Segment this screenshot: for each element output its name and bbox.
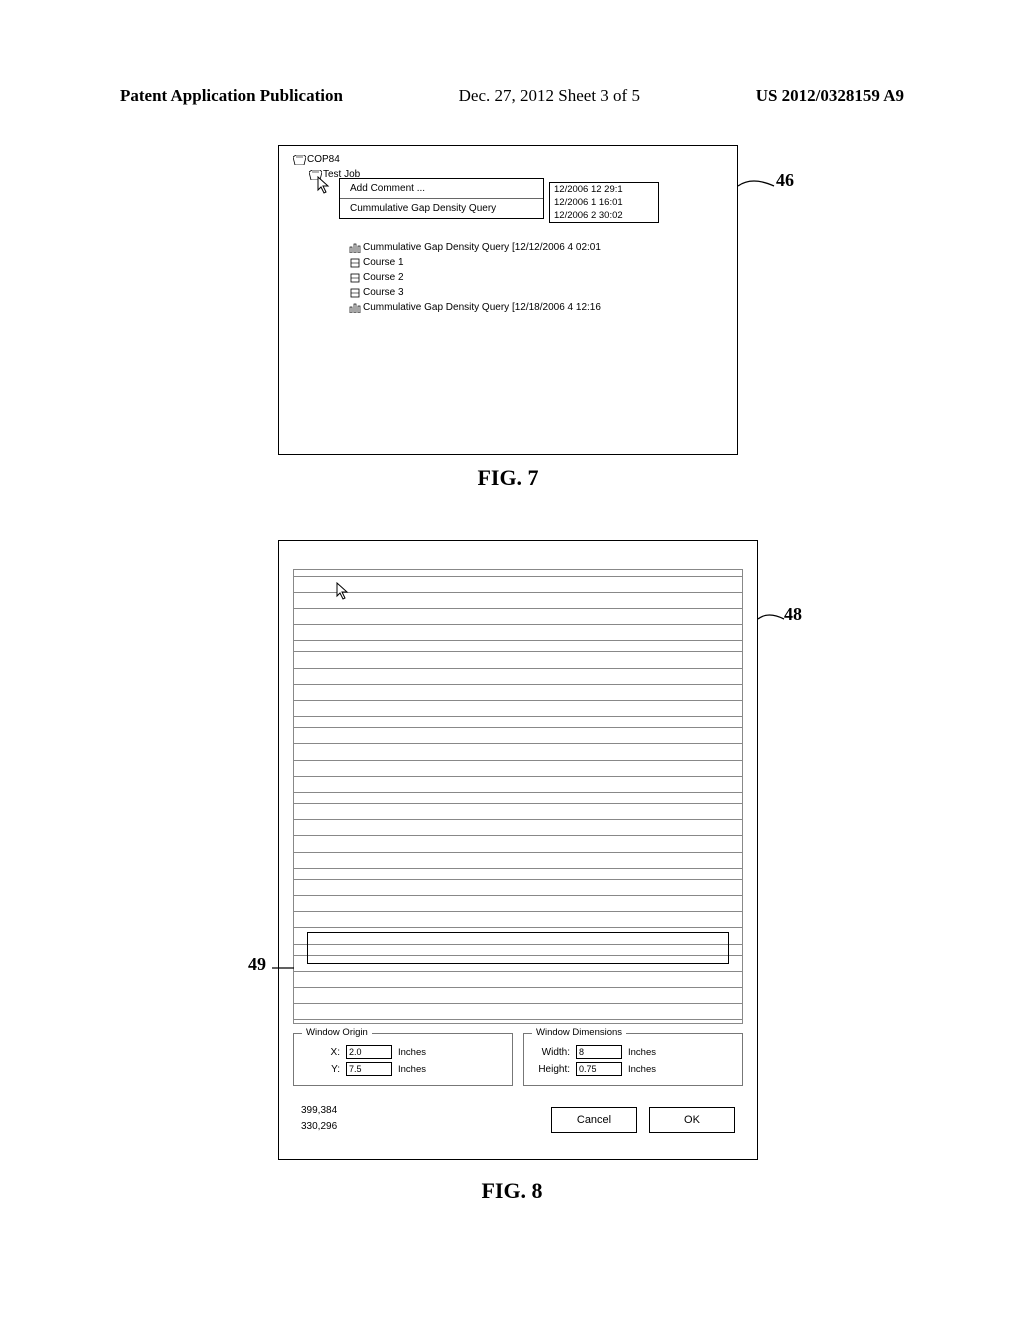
chart-icon <box>347 243 363 253</box>
tree-label: Cummulative Gap Density Query [12/18/200… <box>363 302 601 313</box>
height-label: Height: <box>532 1064 570 1075</box>
tree-label: Course 2 <box>363 272 404 283</box>
timestamps-panel: 12/2006 12 29:1 12/2006 1 16:01 12/2006 … <box>549 182 659 223</box>
timestamp-row: 12/2006 1 16:01 <box>550 196 658 209</box>
callout-49: 49 <box>248 954 266 975</box>
folder-icon <box>291 155 307 165</box>
tree-item-course2[interactable]: Course 2 <box>287 270 729 285</box>
dialog-buttons: Cancel OK <box>551 1107 735 1133</box>
leader-line-icon <box>738 178 778 194</box>
date-sheet: Dec. 27, 2012 Sheet 3 of 5 <box>459 86 640 106</box>
fig7-tree: COP84 Test Job Cummulative Gap Density Q… <box>279 146 737 321</box>
fig7-caption: FIG. 7 <box>278 465 738 491</box>
chart-icon <box>347 303 363 313</box>
page-header: Patent Application Publication Dec. 27, … <box>120 86 904 106</box>
coord-line: 399,384 <box>301 1103 337 1119</box>
tree-item-query2[interactable]: Cummulative Gap Density Query [12/18/200… <box>287 300 729 315</box>
width-label: Width: <box>532 1047 570 1058</box>
controls-row: Window Origin X: Inches Y: Inches Window… <box>293 1033 743 1086</box>
callout-46: 46 <box>776 170 794 191</box>
tree-label: Course 1 <box>363 257 404 268</box>
menu-item-gap-density[interactable]: Cummulative Gap Density Query <box>340 199 543 218</box>
width-input[interactable] <box>576 1045 622 1059</box>
box-icon <box>347 288 363 298</box>
pub-label: Patent Application Publication <box>120 86 343 106</box>
fig7-window: COP84 Test Job Cummulative Gap Density Q… <box>278 145 738 455</box>
cancel-button[interactable]: Cancel <box>551 1107 637 1133</box>
coord-readout: 399,384 330,296 <box>301 1103 337 1135</box>
group-legend: Window Dimensions <box>532 1027 626 1038</box>
tree-item-course1[interactable]: Course 1 <box>287 255 729 270</box>
tree-item-root1[interactable]: COP84 <box>287 152 729 167</box>
fig8-dialog: Window Origin X: Inches Y: Inches Window… <box>278 540 758 1160</box>
callout-48: 48 <box>784 604 802 625</box>
timestamp-row: 12/2006 12 29:1 <box>550 183 658 196</box>
menu-item-add-comment[interactable]: Add Comment ... <box>340 179 543 198</box>
fig8-caption: FIG. 8 <box>0 1178 1024 1204</box>
tree-label: COP84 <box>307 154 340 165</box>
coord-line: 330,296 <box>301 1119 337 1135</box>
leader-line-icon <box>272 962 294 974</box>
context-menu: Add Comment ... Cummulative Gap Density … <box>339 178 544 219</box>
unit-label: Inches <box>628 1047 656 1058</box>
box-icon <box>347 258 363 268</box>
group-window-origin: Window Origin X: Inches Y: Inches <box>293 1033 513 1086</box>
group-legend: Window Origin <box>302 1027 372 1038</box>
height-input[interactable] <box>576 1062 622 1076</box>
unit-label: Inches <box>628 1064 656 1075</box>
tree-label: Course 3 <box>363 287 404 298</box>
x-label: X: <box>302 1047 340 1058</box>
unit-label: Inches <box>398 1064 426 1075</box>
leader-line-icon <box>758 612 786 626</box>
box-icon <box>347 273 363 283</box>
preview-area[interactable] <box>293 569 743 1024</box>
tree-label: Cummulative Gap Density Query [12/12/200… <box>363 242 601 253</box>
x-input[interactable] <box>346 1045 392 1059</box>
cursor-icon <box>336 582 350 600</box>
group-window-dimensions: Window Dimensions Width: Inches Height: … <box>523 1033 743 1086</box>
selection-rectangle[interactable] <box>307 932 728 964</box>
tree-item-query1[interactable]: Cummulative Gap Density Query [12/12/200… <box>287 240 729 255</box>
tree-item-course3[interactable]: Course 3 <box>287 285 729 300</box>
figure-7: COP84 Test Job Cummulative Gap Density Q… <box>278 145 738 491</box>
unit-label: Inches <box>398 1047 426 1058</box>
pub-number: US 2012/0328159 A9 <box>756 86 904 106</box>
y-input[interactable] <box>346 1062 392 1076</box>
y-label: Y: <box>302 1064 340 1075</box>
timestamp-row: 12/2006 2 30:02 <box>550 209 658 222</box>
figure-8: Window Origin X: Inches Y: Inches Window… <box>278 540 758 1160</box>
ok-button[interactable]: OK <box>649 1107 735 1133</box>
cursor-icon <box>317 176 331 194</box>
